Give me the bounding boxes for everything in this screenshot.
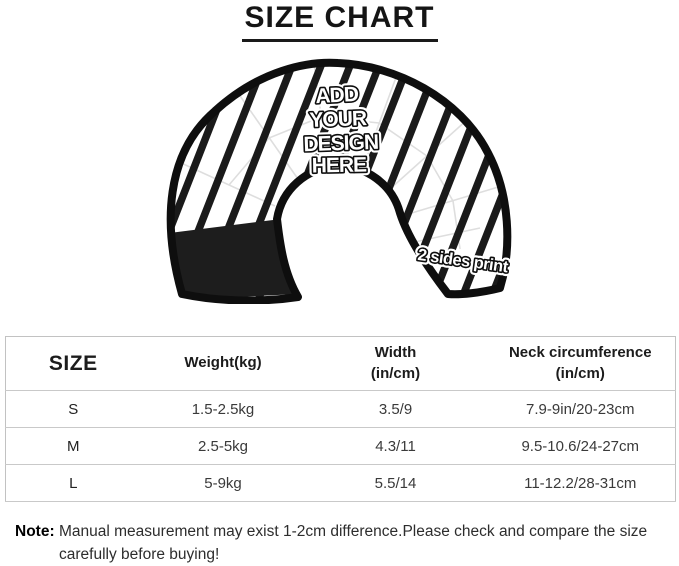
weight-value: 1.5-2.5kg xyxy=(140,390,306,428)
size-value: L xyxy=(5,464,141,502)
svg-text:HERE: HERE xyxy=(312,154,368,178)
svg-text:DESIGN: DESIGN xyxy=(303,131,378,157)
design-placeholder-text: ADD ADD YOUR YOUR DESIGN DESIGN HERE HER… xyxy=(299,79,382,181)
width-value: 3.5/9 xyxy=(305,390,486,428)
weight-value: 5-9kg xyxy=(140,464,306,502)
table-row: M 2.5-5kg 4.3/11 9.5-10.6/24-27cm xyxy=(5,427,676,465)
collar-illustration: ADD ADD YOUR YOUR DESIGN DESIGN HERE HER… xyxy=(166,58,514,304)
header-neck: Neck circumference (in/cm) xyxy=(485,336,676,391)
width-value: 4.3/11 xyxy=(305,427,486,465)
collar-outline xyxy=(166,58,512,304)
measurement-note: Note: Manual measurement may exist 1-2cm… xyxy=(15,520,679,566)
weight-value: 2.5-5kg xyxy=(140,427,306,465)
table-row: S 1.5-2.5kg 3.5/9 7.9-9in/20-23cm xyxy=(5,390,676,428)
width-value: 5.5/14 xyxy=(305,464,486,502)
size-value: M xyxy=(5,427,141,465)
neck-value: 11-12.2/28-31cm xyxy=(485,464,676,502)
size-table: SIZE Weight(kg) Width (in/cm) Neck circu… xyxy=(5,336,676,502)
size-value: S xyxy=(5,390,141,428)
svg-text:HERE: HERE xyxy=(312,154,368,178)
strap-patch xyxy=(170,218,299,300)
page-title: SIZE CHART xyxy=(241,2,438,42)
note-text: Manual measurement may exist 1-2cm diffe… xyxy=(59,523,648,564)
table-header-row: SIZE Weight(kg) Width (in/cm) Neck circu… xyxy=(5,336,676,391)
note-label: Note: xyxy=(15,523,55,540)
neck-value: 7.9-9in/20-23cm xyxy=(485,390,676,428)
svg-text:YOUR: YOUR xyxy=(309,107,367,132)
table-row: L 5-9kg 5.5/14 11-12.2/28-31cm xyxy=(5,464,676,502)
header-weight: Weight(kg) xyxy=(140,336,306,391)
neck-value: 9.5-10.6/24-27cm xyxy=(485,427,676,465)
header-width: Width (in/cm) xyxy=(305,336,486,391)
page-title-wrap: SIZE CHART xyxy=(0,2,679,42)
header-size: SIZE xyxy=(5,336,141,391)
svg-text:ADD: ADD xyxy=(315,83,359,108)
